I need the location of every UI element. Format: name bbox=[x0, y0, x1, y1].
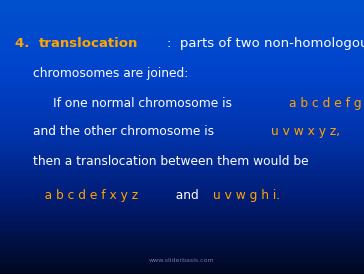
Text: :  parts of two non-homologous: : parts of two non-homologous bbox=[167, 37, 364, 50]
Text: and the other chromosome is: and the other chromosome is bbox=[33, 125, 218, 138]
Text: then a translocation between them would be: then a translocation between them would … bbox=[33, 155, 308, 168]
Text: and: and bbox=[169, 189, 203, 202]
Text: a b c d e f g h i: a b c d e f g h i bbox=[289, 97, 364, 110]
Text: www.sliderbasis.com: www.sliderbasis.com bbox=[149, 258, 215, 263]
Text: If one normal chromosome is: If one normal chromosome is bbox=[53, 97, 236, 110]
Text: u v w g h i.: u v w g h i. bbox=[213, 189, 280, 202]
Text: a b c d e f x y z: a b c d e f x y z bbox=[33, 189, 138, 202]
Text: 4.: 4. bbox=[15, 37, 33, 50]
Text: translocation: translocation bbox=[39, 37, 138, 50]
Text: chromosomes are joined:: chromosomes are joined: bbox=[33, 67, 188, 80]
Text: u v w x y z,: u v w x y z, bbox=[272, 125, 341, 138]
